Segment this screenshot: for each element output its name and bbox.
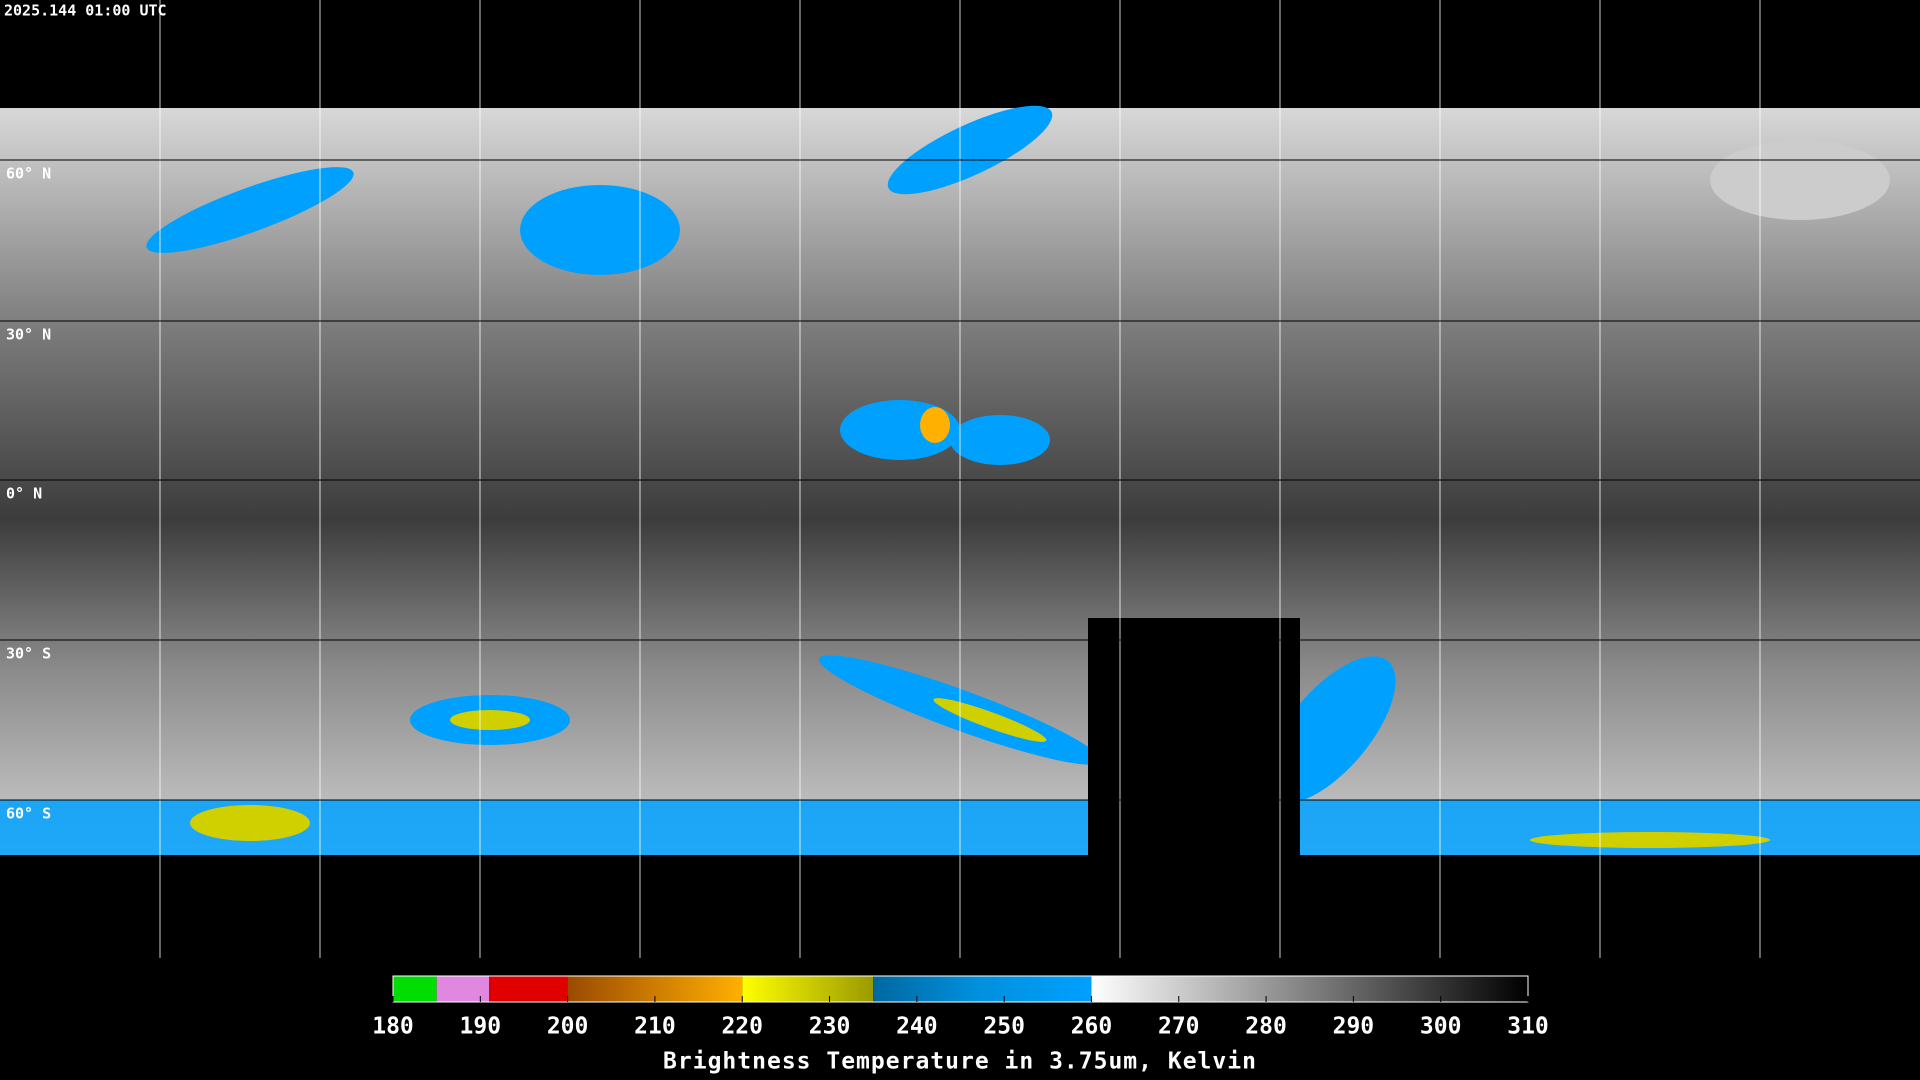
latitude-label: 60° S xyxy=(6,805,51,823)
graticule xyxy=(0,0,1920,958)
colorbar-tick-label: 300 xyxy=(1420,1014,1462,1040)
latitude-label: 30° N xyxy=(6,326,51,344)
cloud-system xyxy=(146,167,354,253)
latitude-label: 60° N xyxy=(6,165,51,183)
latitude-label: 30° S xyxy=(6,645,51,663)
latitude-labels: 60° N 30° N 0° N 30° S 60° S xyxy=(6,165,51,823)
colorbar-tick-label: 270 xyxy=(1158,1014,1200,1040)
cloud-core xyxy=(1530,832,1770,848)
cloud-system xyxy=(950,415,1050,465)
colorbar-segment xyxy=(393,976,437,1002)
colorbar-tick-label: 260 xyxy=(1071,1014,1113,1040)
colorbar-tick-label: 310 xyxy=(1507,1014,1549,1040)
colorbar-tick-label: 180 xyxy=(372,1014,414,1040)
cloud-core xyxy=(190,805,310,841)
cloud-system xyxy=(520,185,680,275)
colorbar-segment xyxy=(977,976,1092,1002)
cloud-core xyxy=(933,698,1047,742)
colorbar-tick-label: 220 xyxy=(721,1014,763,1040)
cloud-core xyxy=(920,407,950,443)
colorbar-tick-label: 230 xyxy=(809,1014,851,1040)
colorbar-segment xyxy=(873,976,978,1002)
colorbar-tick-label: 250 xyxy=(983,1014,1025,1040)
colorbar-tick-label: 290 xyxy=(1333,1014,1375,1040)
colorbar-segment xyxy=(742,976,874,1002)
colorbar-segment xyxy=(489,976,568,1002)
colorbar: 180 190 200 210 220 230 240 250 260 270 280 290 300 3… xyxy=(372,975,1549,1040)
colorbar-segment xyxy=(1091,976,1528,1002)
colorbar-segment xyxy=(436,976,490,1002)
colorbar-tick-label: 240 xyxy=(896,1014,938,1040)
colorbar-tick-label: 200 xyxy=(547,1014,589,1040)
no-data-region xyxy=(1088,618,1300,858)
colorbar-title: Brightness Temperature in 3.75um, Kelvin xyxy=(663,1049,1257,1075)
colorbar-tick-label: 210 xyxy=(634,1014,676,1040)
colorbar-tick-label: 280 xyxy=(1245,1014,1287,1040)
colorbar-tick-label: 190 xyxy=(460,1014,502,1040)
colorbar-frame xyxy=(392,975,1529,1003)
latitude-label: 0° N xyxy=(6,485,42,503)
cloud-core xyxy=(450,710,530,730)
cloud-system xyxy=(887,105,1053,195)
timestamp: 2025.144 01:00 UTC xyxy=(4,2,167,20)
cloud-system xyxy=(1710,140,1890,220)
